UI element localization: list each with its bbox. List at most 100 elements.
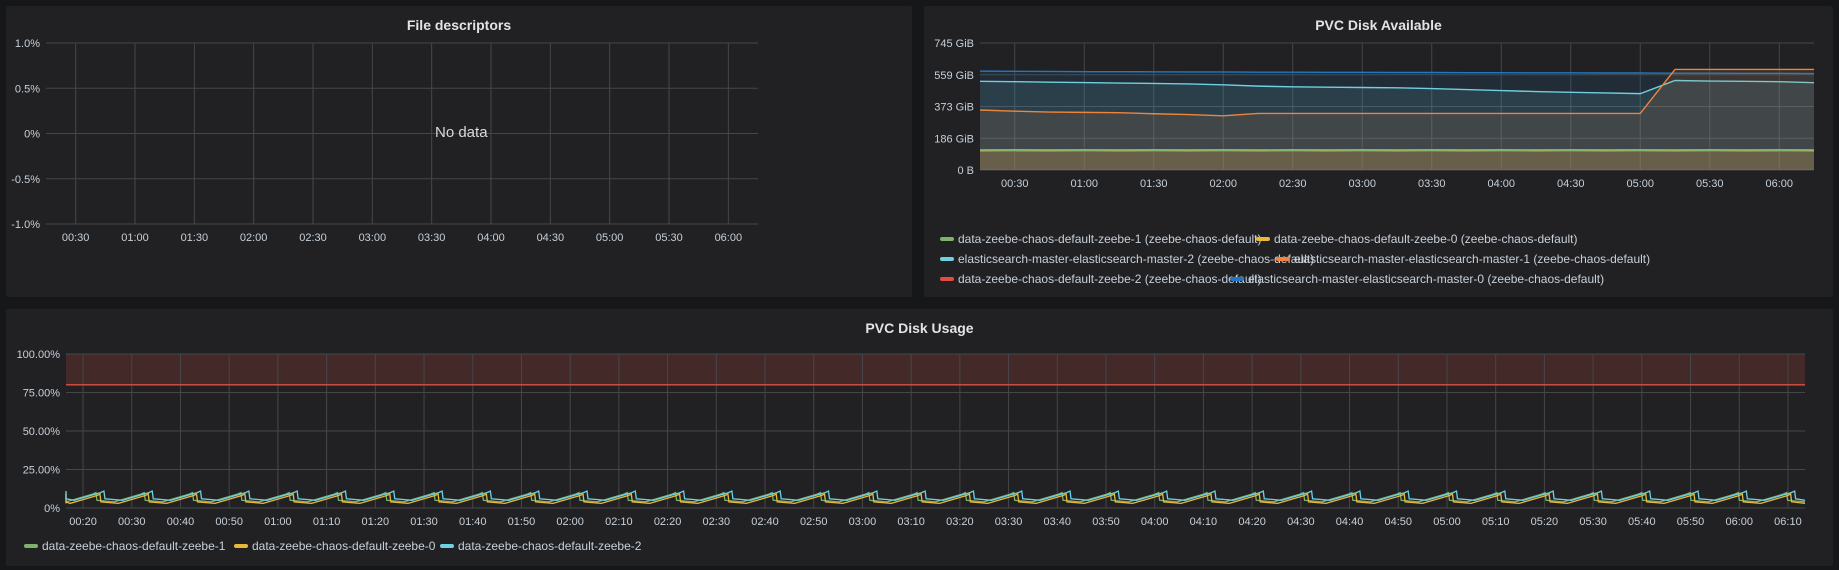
- series-area: [980, 150, 1814, 170]
- x-tick-label: 00:20: [69, 516, 97, 528]
- y-tick-label: 50.00%: [23, 426, 61, 438]
- legend-label: data-zeebe-chaos-default-zeebe-0 (zeebe-…: [1274, 232, 1578, 246]
- legend-item[interactable]: elasticsearch-master-elasticsearch-maste…: [940, 252, 1314, 266]
- series-line: [979, 79, 1815, 95]
- x-tick-label: 05:30: [1696, 178, 1724, 190]
- x-tick-label: 06:10: [1774, 516, 1802, 528]
- panel-title[interactable]: PVC Disk Available: [1315, 17, 1442, 33]
- x-tick-label: 05:00: [1626, 178, 1654, 190]
- x-tick-label: 02:50: [800, 516, 828, 528]
- x-tick-label: 02:20: [654, 516, 682, 528]
- legend-item[interactable]: elasticsearch-master-elasticsearch-maste…: [1230, 272, 1604, 286]
- x-tick-label: 02:10: [605, 516, 633, 528]
- x-tick-label: 06:00: [715, 232, 743, 244]
- legend-swatch: [234, 543, 248, 548]
- x-tick-label: 03:00: [1348, 178, 1376, 190]
- x-tick-label: 03:30: [1418, 178, 1446, 190]
- series-line: [979, 70, 1815, 75]
- x-tick-label: 01:10: [313, 516, 341, 528]
- x-tick-label: 02:00: [240, 232, 268, 244]
- legend-swatch: [1230, 276, 1244, 281]
- x-tick-label: 02:30: [703, 516, 731, 528]
- y-tick-label: 100.00%: [17, 349, 61, 361]
- x-tick-label: 04:30: [537, 232, 565, 244]
- legend-label: data-zeebe-chaos-default-zeebe-1 (zeebe-…: [958, 232, 1262, 246]
- x-tick-label: 01:40: [459, 516, 487, 528]
- legend-item[interactable]: data-zeebe-chaos-default-zeebe-2 (zeebe-…: [940, 272, 1262, 286]
- no-data-label: No data: [435, 124, 488, 141]
- x-tick-label: 04:20: [1238, 516, 1266, 528]
- legend-item[interactable]: data-zeebe-chaos-default-zeebe-0: [234, 539, 435, 553]
- legend-item[interactable]: data-zeebe-chaos-default-zeebe-0 (zeebe-…: [1256, 232, 1578, 246]
- series-line: [979, 68, 1814, 117]
- x-tick-label: 03:00: [359, 232, 387, 244]
- x-tick-label: 03:40: [1044, 516, 1072, 528]
- legend-swatch: [940, 256, 954, 261]
- y-tick-label: 1.0%: [15, 38, 40, 50]
- y-tick-label: -1.0%: [11, 219, 40, 231]
- x-tick-label: 02:00: [1209, 178, 1237, 190]
- x-tick-label: 03:30: [995, 516, 1023, 528]
- file-descriptors-panel: File descriptors 1.0% 0.5% 0% -0.5% -1.0% 00:…: [6, 6, 912, 297]
- x-tick-label: 01:30: [181, 232, 209, 244]
- series-area: [980, 80, 1814, 170]
- legend-swatch: [440, 543, 454, 548]
- legend-swatch: [24, 543, 38, 548]
- x-tick-label: 00:30: [1001, 178, 1029, 190]
- legend-item[interactable]: data-zeebe-chaos-default-zeebe-1 (zeebe-…: [940, 232, 1262, 246]
- legend-item[interactable]: data-zeebe-chaos-default-zeebe-2: [440, 539, 641, 553]
- legend-label: elasticsearch-master-elasticsearch-maste…: [1294, 252, 1651, 266]
- x-tick-label: 02:00: [556, 516, 584, 528]
- pvc-disk-usage-chart: 100.00% 75.00% 50.00% 25.00% 0% 00:20 00:30 00:…: [17, 349, 1806, 528]
- series-line: [65, 493, 1806, 505]
- pvc-disk-available-panel: PVC Disk Available 745 GiB 559 GiB 373 GiB…: [924, 6, 1833, 297]
- panel-title[interactable]: PVC Disk Usage: [865, 320, 974, 336]
- legend-swatch: [1276, 256, 1290, 261]
- x-tick-label: 04:00: [477, 232, 505, 244]
- x-tick-label: 03:30: [418, 232, 446, 244]
- x-tick-label: 06:00: [1765, 178, 1793, 190]
- pvc-disk-available-chart: 745 GiB 559 GiB 373 GiB 186 GiB 0 B 00:30 01:0…: [934, 38, 1815, 190]
- series-area: [980, 71, 1814, 170]
- x-tick-label: 01:00: [121, 232, 149, 244]
- legend-swatch: [1256, 236, 1270, 241]
- x-tick-label: 00:40: [167, 516, 195, 528]
- x-tick-label: 01:00: [1070, 178, 1098, 190]
- x-tick-label: 01:50: [508, 516, 536, 528]
- legend-item[interactable]: elasticsearch-master-elasticsearch-maste…: [1276, 252, 1650, 266]
- x-tick-label: 01:30: [1140, 178, 1168, 190]
- pvc-disk-usage-panel: PVC Disk Usage 100.00% 75.00% 50.00% 25.00%…: [6, 309, 1833, 566]
- legend-label: elasticsearch-master-elasticsearch-maste…: [1248, 272, 1605, 286]
- series-area: [980, 150, 1814, 170]
- panel-title[interactable]: File descriptors: [406, 17, 512, 33]
- x-tick-label: 01:20: [362, 516, 390, 528]
- y-tick-label: 75.00%: [23, 388, 61, 400]
- x-tick-label: 04:10: [1190, 516, 1218, 528]
- x-tick-label: 03:10: [897, 516, 925, 528]
- chart-legend: data-zeebe-chaos-default-zeebe-1 (zeebe-…: [940, 232, 1820, 292]
- x-tick-label: 04:40: [1336, 516, 1364, 528]
- y-tick-label: 25.00%: [23, 465, 61, 477]
- legend-label: data-zeebe-chaos-default-zeebe-2: [458, 539, 642, 553]
- y-tick-label: 0%: [24, 129, 40, 141]
- x-tick-label: 05:50: [1677, 516, 1705, 528]
- x-tick-label: 05:30: [655, 232, 683, 244]
- x-tick-label: 05:30: [1579, 516, 1607, 528]
- x-tick-label: 00:30: [62, 232, 90, 244]
- x-tick-label: 01:30: [410, 516, 438, 528]
- x-tick-label: 06:00: [1725, 516, 1753, 528]
- file-descriptors-chart: 1.0% 0.5% 0% -0.5% -1.0% 00:30 01:00 01:30 02:00…: [11, 38, 758, 244]
- y-tick-label: 0%: [44, 503, 60, 515]
- series-line: [65, 491, 1806, 503]
- x-tick-label: 02:40: [751, 516, 779, 528]
- x-tick-label: 05:00: [1433, 516, 1461, 528]
- x-tick-label: 04:30: [1287, 516, 1315, 528]
- legend-label: data-zeebe-chaos-default-zeebe-1: [42, 539, 226, 553]
- y-tick-label: 559 GiB: [934, 70, 974, 82]
- series-area: [980, 149, 1814, 170]
- series-area: [980, 69, 1814, 170]
- legend-item[interactable]: data-zeebe-chaos-default-zeebe-1: [24, 539, 225, 553]
- x-tick-label: 04:50: [1384, 516, 1412, 528]
- y-tick-label: -0.5%: [11, 174, 40, 186]
- series-line: [65, 490, 1806, 501]
